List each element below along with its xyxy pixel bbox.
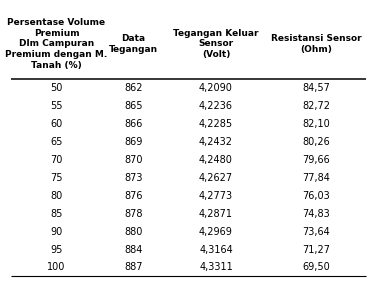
Text: 75: 75 [50, 173, 63, 183]
Text: 869: 869 [124, 137, 143, 147]
Text: 50: 50 [50, 83, 63, 93]
Text: 76,03: 76,03 [302, 191, 330, 201]
Text: 4,3311: 4,3311 [199, 263, 233, 272]
Text: 4,2969: 4,2969 [199, 227, 233, 237]
Text: 862: 862 [124, 83, 143, 93]
Text: 79,66: 79,66 [302, 155, 330, 165]
Text: 95: 95 [50, 244, 63, 255]
Text: 865: 865 [124, 101, 143, 111]
Text: 55: 55 [50, 101, 63, 111]
Text: 65: 65 [50, 137, 63, 147]
Text: 70: 70 [50, 155, 63, 165]
Text: 90: 90 [51, 227, 63, 237]
Text: 4,2236: 4,2236 [199, 101, 233, 111]
Text: 73,64: 73,64 [302, 227, 330, 237]
Text: 4,2627: 4,2627 [199, 173, 233, 183]
Text: 60: 60 [51, 119, 63, 129]
Text: 84,57: 84,57 [302, 83, 330, 93]
Text: 77,84: 77,84 [302, 173, 330, 183]
Text: 870: 870 [124, 155, 143, 165]
Text: Data
Tegangan: Data Tegangan [109, 34, 158, 54]
Text: 884: 884 [124, 244, 143, 255]
Text: 4,2773: 4,2773 [199, 191, 233, 201]
Text: 4,3164: 4,3164 [199, 244, 233, 255]
Text: 80,26: 80,26 [302, 137, 330, 147]
Text: 887: 887 [124, 263, 143, 272]
Text: 4,2871: 4,2871 [199, 209, 233, 219]
Text: 82,10: 82,10 [302, 119, 330, 129]
Text: 4,2285: 4,2285 [199, 119, 233, 129]
Text: Tegangan Keluar
Sensor
(Volt): Tegangan Keluar Sensor (Volt) [173, 29, 259, 59]
Text: 873: 873 [124, 173, 143, 183]
Text: 4,2090: 4,2090 [199, 83, 233, 93]
Text: Resistansi Sensor
(Ohm): Resistansi Sensor (Ohm) [271, 34, 362, 54]
Text: 74,83: 74,83 [302, 209, 330, 219]
Text: Persentase Volume
Premium
Dlm Campuran
Premium dengan M.
Tanah (%): Persentase Volume Premium Dlm Campuran P… [5, 18, 107, 70]
Text: 4,2480: 4,2480 [199, 155, 233, 165]
Text: 80: 80 [51, 191, 63, 201]
Text: 4,2432: 4,2432 [199, 137, 233, 147]
Text: 866: 866 [124, 119, 143, 129]
Text: 69,50: 69,50 [302, 263, 330, 272]
Text: 878: 878 [124, 209, 143, 219]
Text: 880: 880 [124, 227, 143, 237]
Text: 71,27: 71,27 [302, 244, 330, 255]
Text: 876: 876 [124, 191, 143, 201]
Text: 100: 100 [47, 263, 66, 272]
Text: 85: 85 [50, 209, 63, 219]
Text: 82,72: 82,72 [302, 101, 330, 111]
